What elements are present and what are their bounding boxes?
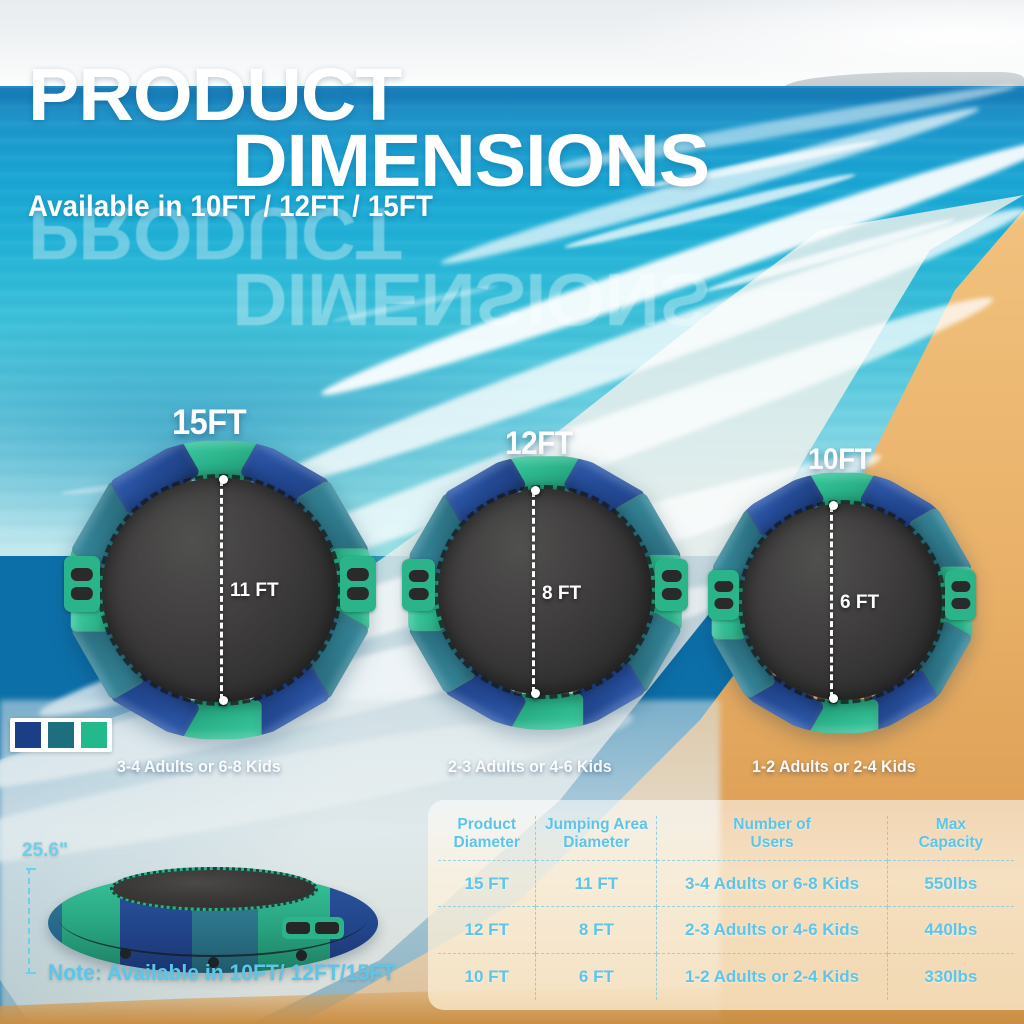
header-line2: Users	[750, 833, 794, 851]
diameter-dimension-line	[530, 486, 540, 698]
column-header-number-of-users: Number of Users	[656, 816, 888, 861]
cell-product-diameter: 15 FT	[438, 859, 536, 907]
cell-users: 3-4 Adults or 6-8 Kids	[656, 859, 888, 907]
side-handle-left	[64, 556, 100, 612]
jumping-diameter-label-12ft: 8 FT	[542, 583, 582, 604]
jumping-diameter-label-10ft: 6 FT	[840, 592, 880, 613]
cell-jumping-area: 8 FT	[535, 906, 657, 954]
rope-anchor	[296, 950, 307, 961]
diameter-dimension-line	[828, 501, 838, 703]
column-header-max-capacity: Max Capacity	[886, 816, 1014, 861]
side-handle-right	[945, 570, 976, 620]
user-capacity-caption-12ft: 2-3 Adults or 4-6 Kids	[448, 757, 612, 776]
side-handle-right	[340, 556, 376, 612]
side-handle-right	[655, 559, 688, 611]
header-line1: Max	[935, 816, 966, 833]
swatch-teal	[48, 722, 74, 748]
cell-max-capacity: 550lbs	[886, 859, 1014, 907]
header-line2: Diameter	[563, 833, 630, 851]
cell-users: 1-2 Adults or 2-4 Kids	[656, 953, 888, 1000]
table-row: 12 FT 8 FT 2-3 Adults or 4-6 Kids 440lbs	[438, 906, 1014, 954]
product-side-view	[48, 855, 378, 975]
size-label-10ft: 10FT	[808, 443, 872, 476]
title-reflection-line2: DIMENSIONS	[232, 258, 710, 341]
cell-jumping-area: 6 FT	[535, 953, 657, 1000]
specification-table: Product Diameter Jumping Area Diameter N…	[428, 800, 1024, 1010]
trampoline-10ft: 6 FT	[706, 472, 978, 734]
table-row: 10 FT 6 FT 1-2 Adults or 2-4 Kids 330lbs	[438, 953, 1014, 1000]
cell-jumping-area: 11 FT	[535, 859, 657, 907]
user-capacity-caption-10ft: 1-2 Adults or 2-4 Kids	[752, 757, 916, 776]
size-label-12ft: 12FT	[505, 425, 573, 461]
side-view-spring-ring	[110, 867, 318, 911]
table-header-row: Product Diameter Jumping Area Diameter N…	[438, 816, 1014, 861]
cell-max-capacity: 440lbs	[886, 906, 1014, 954]
swatch-green	[81, 722, 107, 748]
diameter-dimension-line	[218, 475, 228, 705]
trampoline-ring	[60, 440, 380, 740]
cell-product-diameter: 12 FT	[438, 906, 536, 954]
distant-headland	[784, 72, 1024, 88]
page-title-line2: DIMENSIONS	[232, 119, 710, 202]
header-line1: Product	[457, 816, 516, 833]
availability-note: Note: Available in 10FT/ 12FT/15FT	[48, 960, 395, 985]
page-title-line1: PRODUCT	[28, 53, 402, 136]
rope-anchor	[208, 957, 219, 968]
jumping-diameter-label-15ft: 11 FT	[230, 580, 279, 601]
column-header-product-diameter: Product Diameter	[438, 816, 536, 860]
spring-ring	[434, 485, 656, 699]
spring-ring	[738, 500, 946, 704]
spec-table: Product Diameter Jumping Area Diameter N…	[438, 816, 1014, 1000]
column-header-jumping-area-diameter: Jumping Area Diameter	[535, 816, 657, 861]
cell-product-diameter: 10 FT	[438, 953, 536, 1000]
side-handle-left	[402, 559, 435, 611]
cell-users: 2-3 Adults or 4-6 Kids	[656, 906, 888, 954]
side-view-grab-rope	[58, 917, 368, 957]
subtitle-available-sizes: Available in 10FT / 12FT / 15FT	[28, 190, 434, 223]
header-line1: Jumping Area	[544, 816, 648, 833]
trampoline-12ft: 8 FT	[400, 455, 690, 730]
header-line2: Diameter	[453, 833, 520, 851]
header-line2: Capacity	[918, 833, 984, 851]
rope-anchor	[120, 948, 131, 959]
trampoline-15ft: 11 FT	[60, 440, 380, 740]
swatch-navy	[15, 722, 41, 748]
table-row: 15 FT 11 FT 3-4 Adults or 6-8 Kids 550lb…	[438, 859, 1014, 907]
height-dimension-line	[26, 868, 36, 974]
height-label: 25.6"	[22, 840, 68, 861]
header-line1: Number of	[733, 816, 811, 833]
header-block: PRODUCT DIMENSIONS PRODUCT DIMENSIONS Av…	[0, 0, 1024, 342]
user-capacity-caption-15ft: 3-4 Adults or 6-8 Kids	[117, 757, 281, 776]
cell-max-capacity: 330lbs	[886, 953, 1014, 1000]
color-swatch-legend	[10, 718, 112, 752]
size-label-15ft: 15FT	[172, 403, 247, 442]
side-handle-left	[708, 570, 739, 620]
